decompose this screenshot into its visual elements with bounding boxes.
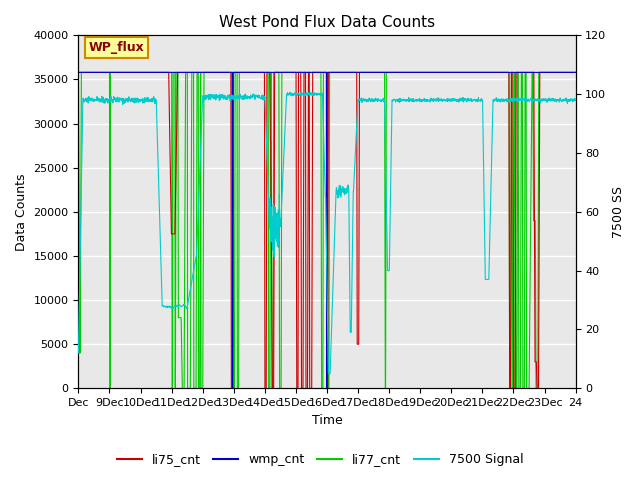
wmp_cnt — [557, 70, 565, 75]
li77_cnt — [75, 70, 83, 75]
li77_cnt — [106, 385, 114, 391]
7500 Signal — [324, 371, 332, 376]
wmp_cnt — [317, 70, 324, 75]
Line: li77_cnt: li77_cnt — [79, 72, 575, 388]
7500 Signal — [558, 98, 566, 104]
7500 Signal — [303, 91, 311, 96]
wmp_cnt — [228, 385, 236, 391]
wmp_cnt — [100, 70, 108, 75]
li75_cnt — [75, 70, 83, 75]
li77_cnt — [572, 70, 579, 75]
Line: li75_cnt: li75_cnt — [79, 72, 575, 388]
li75_cnt — [467, 70, 474, 75]
li77_cnt — [317, 70, 324, 75]
7500 Signal — [557, 98, 565, 104]
wmp_cnt — [303, 70, 311, 75]
X-axis label: Time: Time — [312, 414, 342, 427]
7500 Signal — [100, 97, 108, 103]
Y-axis label: Data Counts: Data Counts — [15, 173, 28, 251]
7500 Signal — [285, 90, 293, 96]
7500 Signal — [317, 92, 324, 98]
Line: 7500 Signal: 7500 Signal — [79, 93, 575, 373]
li77_cnt — [557, 70, 565, 75]
Legend: li75_cnt, wmp_cnt, li77_cnt, 7500 Signal: li75_cnt, wmp_cnt, li77_cnt, 7500 Signal — [112, 448, 528, 471]
7500 Signal — [75, 350, 83, 356]
wmp_cnt — [557, 70, 565, 75]
li75_cnt — [557, 70, 565, 75]
li77_cnt — [100, 70, 108, 75]
wmp_cnt — [75, 70, 83, 75]
7500 Signal — [572, 96, 579, 102]
li75_cnt — [303, 385, 311, 391]
wmp_cnt — [467, 70, 474, 75]
li75_cnt — [228, 385, 236, 391]
li77_cnt — [467, 70, 474, 75]
li77_cnt — [303, 70, 311, 75]
Y-axis label: 7500 SS: 7500 SS — [612, 186, 625, 238]
li75_cnt — [557, 70, 565, 75]
li77_cnt — [557, 70, 565, 75]
li75_cnt — [572, 70, 579, 75]
li75_cnt — [317, 70, 324, 75]
7500 Signal — [467, 97, 474, 103]
Text: WP_flux: WP_flux — [88, 41, 144, 54]
li75_cnt — [100, 70, 108, 75]
wmp_cnt — [572, 70, 579, 75]
Title: West Pond Flux Data Counts: West Pond Flux Data Counts — [219, 15, 435, 30]
Line: wmp_cnt: wmp_cnt — [79, 72, 575, 388]
